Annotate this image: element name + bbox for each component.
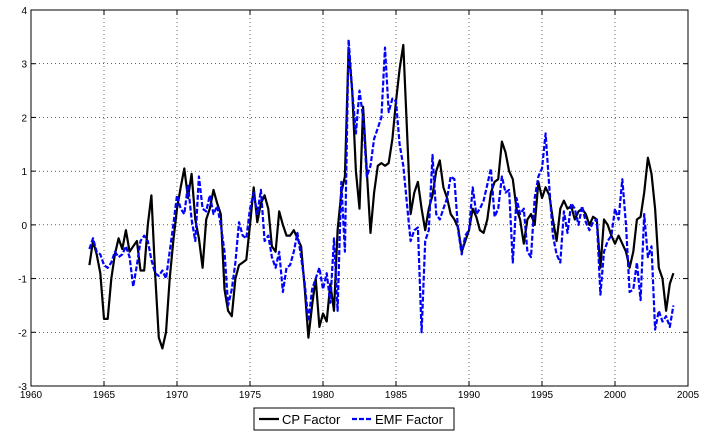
y-tick-label: 2: [21, 113, 27, 124]
y-tick-label: -1: [18, 275, 27, 286]
legend-label-cp-factor: CP Factor: [282, 412, 341, 427]
plot-frame: [30, 9, 689, 387]
x-tick-label: 1975: [239, 390, 262, 401]
x-tick-label: 1970: [166, 390, 189, 401]
y-tick-label: -3: [18, 382, 27, 393]
x-tick-label: 1995: [531, 390, 554, 401]
x-tick-label: 2005: [677, 390, 700, 401]
x-tick-label: 1965: [93, 390, 116, 401]
series-layer: [88, 38, 675, 350]
y-tick-label: -2: [18, 328, 27, 339]
y-tick-label: 0: [21, 221, 27, 232]
x-tick-label: 1985: [385, 390, 408, 401]
legend-label-emf-factor: EMF Factor: [375, 412, 444, 427]
series-line-emf-factor: [88, 38, 675, 334]
x-tick-label: 1960: [20, 390, 43, 401]
y-tick-label: 3: [21, 60, 27, 71]
y-tick-label: 1: [21, 167, 27, 178]
x-tick-label: 1990: [458, 390, 481, 401]
x-tick-label: 1980: [312, 390, 335, 401]
legend: CP Factor EMF Factor: [253, 407, 455, 431]
tick-layer: 1960 1965 1970 1975 1980 1985 1990 1995 2000 2005…: [18, 6, 699, 401]
y-tick-label: 4: [21, 6, 27, 17]
x-tick-label: 2000: [604, 390, 627, 401]
